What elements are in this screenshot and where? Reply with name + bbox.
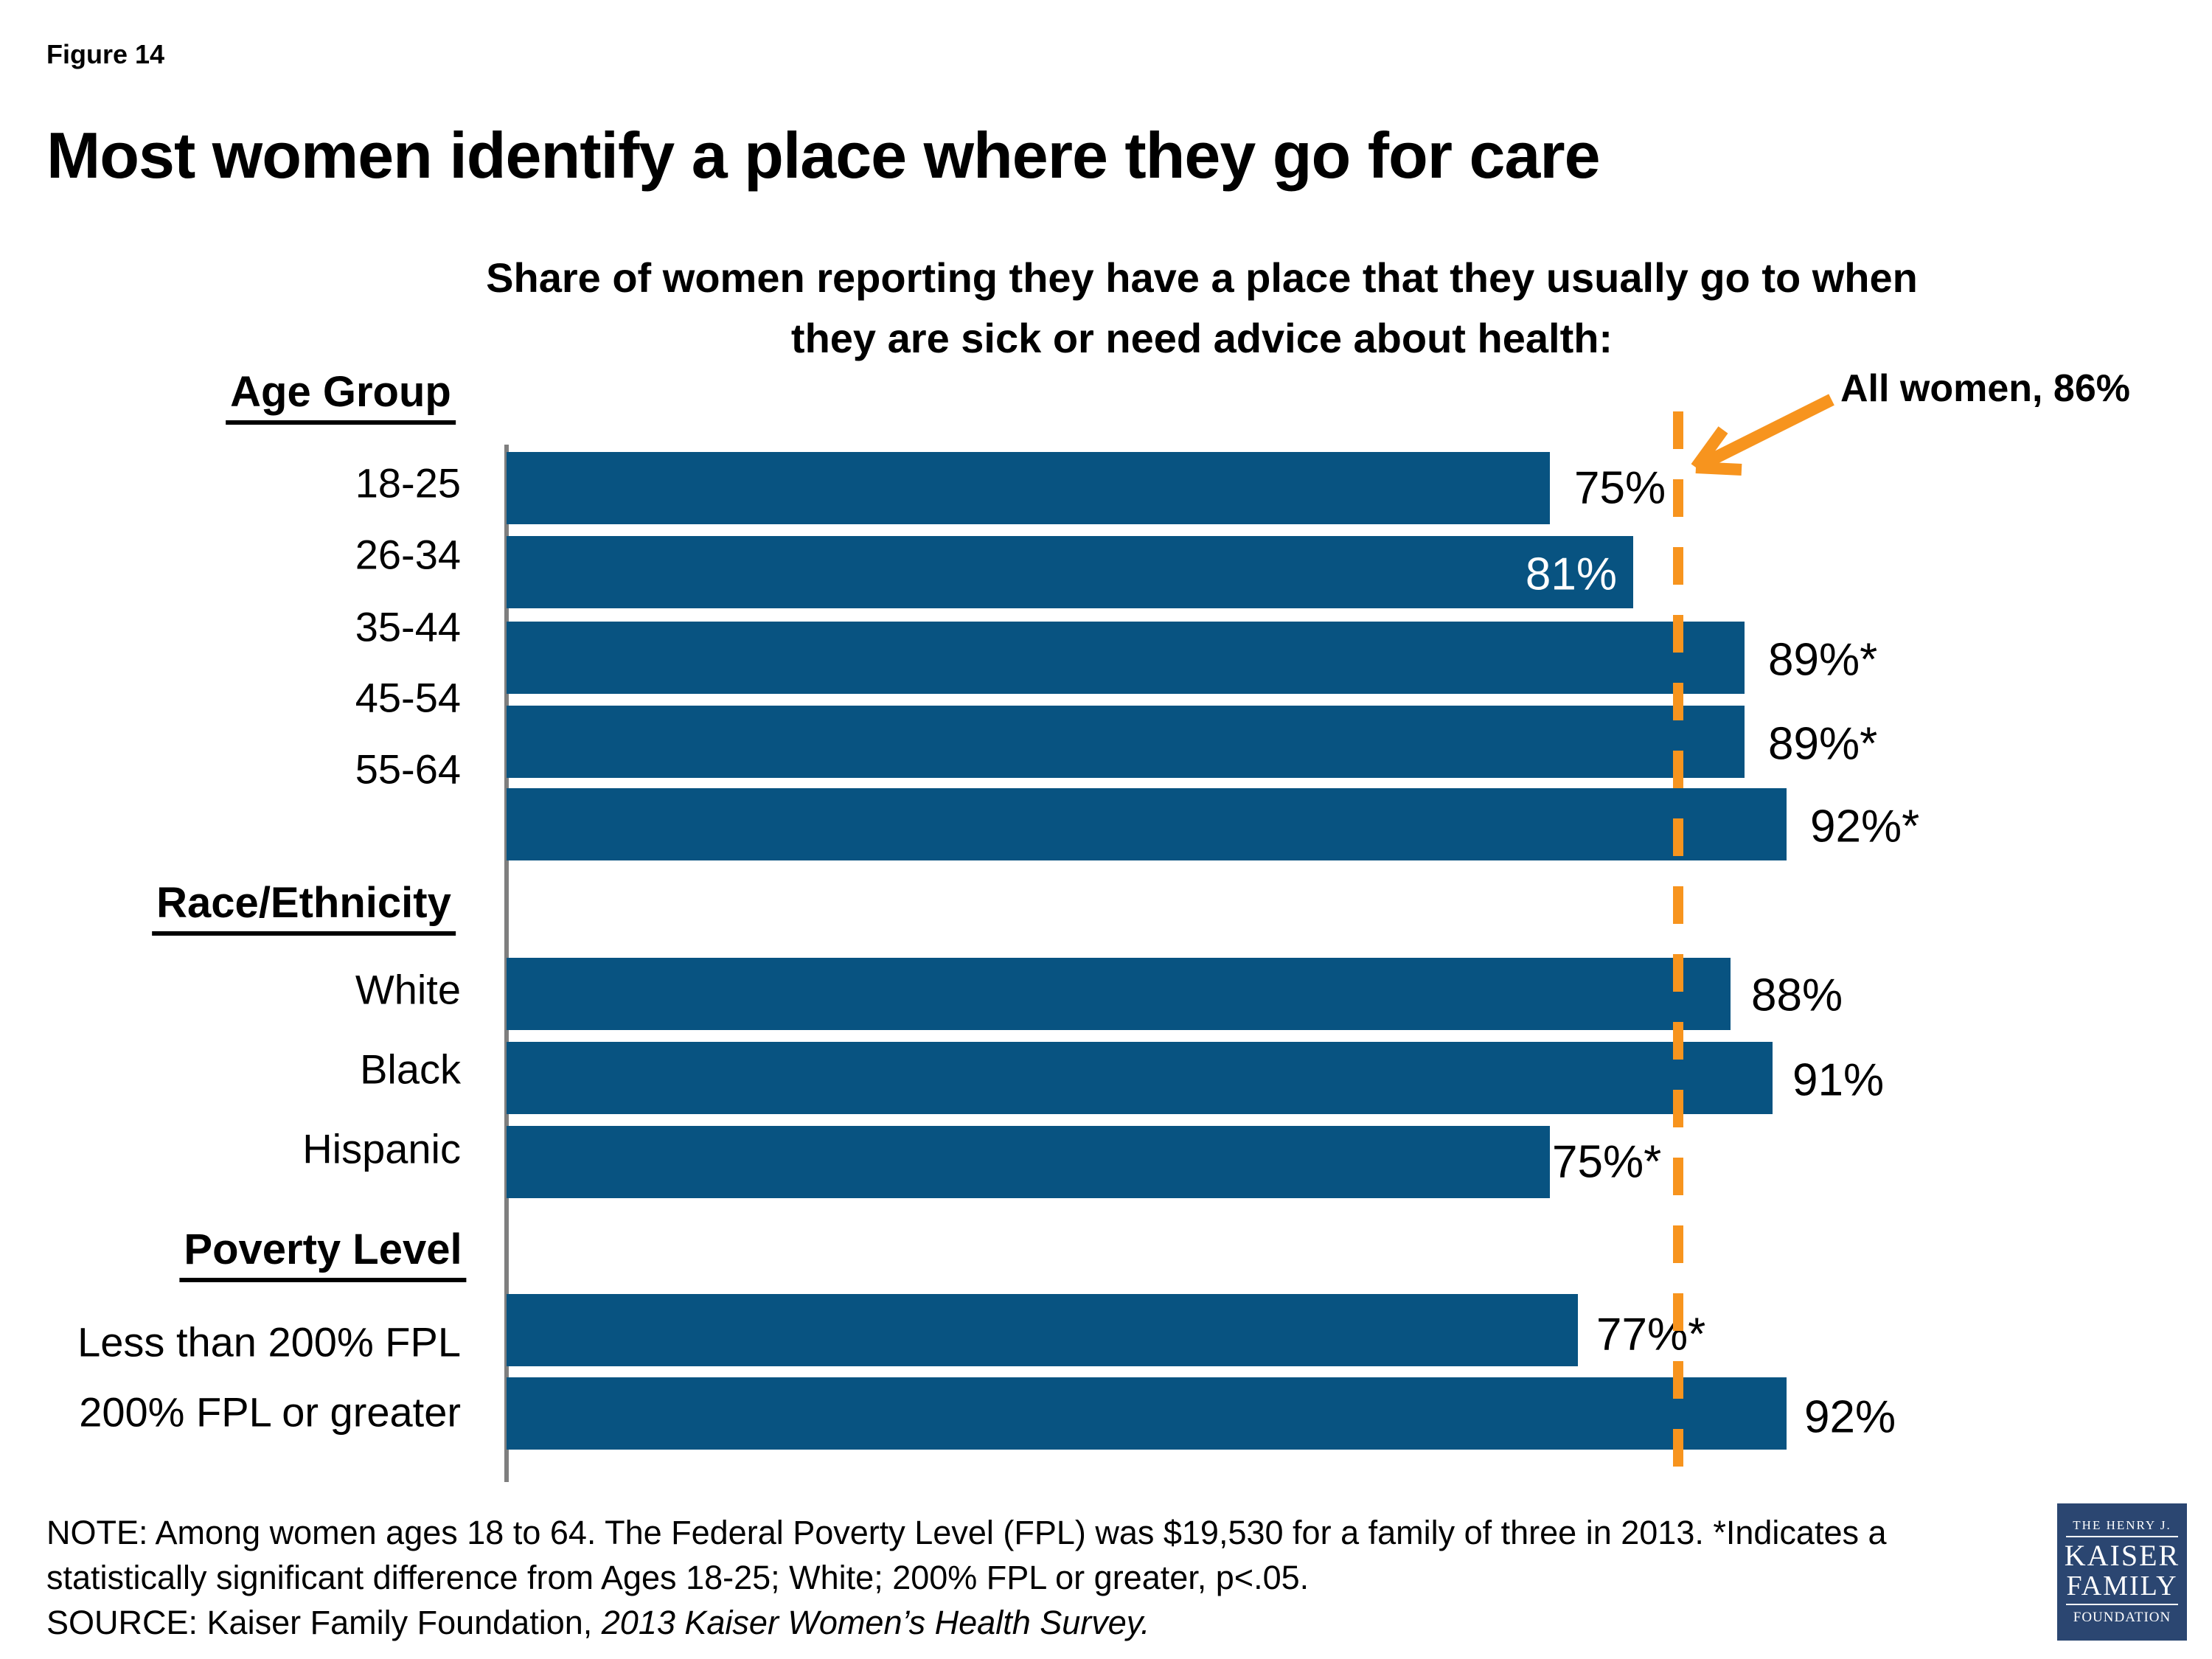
value-label-200-fpl-or-greater: 92% <box>1804 1391 1896 1443</box>
value-label-45-54: 89%* <box>1768 718 1878 770</box>
category-label-26-34: 26-34 <box>355 531 461 578</box>
bar-less-than-200-fpl <box>507 1294 1578 1366</box>
bar-white <box>507 958 1731 1030</box>
value-label-hispanic: 75%* <box>1552 1136 1662 1188</box>
bar-26-34 <box>507 536 1633 608</box>
logo-line-foundation: FOUNDATION <box>2073 1610 2171 1625</box>
value-label-black: 91% <box>1792 1054 1885 1106</box>
section-header-age-group: Age Group <box>226 367 456 425</box>
category-label-black: Black <box>360 1046 461 1093</box>
bar-hispanic <box>507 1126 1550 1198</box>
category-label-less-than-200-fpl: Less than 200% FPL <box>77 1318 461 1366</box>
value-label-26-34: 81% <box>1525 549 1617 600</box>
category-label-white: White <box>355 966 461 1013</box>
footnote-line-2: statistically significant difference fro… <box>46 1559 1310 1596</box>
bar-55-64 <box>507 788 1787 860</box>
chart-subtitle-line-2: they are sick or need advice about healt… <box>790 315 1613 361</box>
bar-18-25 <box>507 452 1550 524</box>
logo-line-kaiser: KAISER <box>2064 1539 2180 1572</box>
reference-line <box>1673 411 1683 1484</box>
bar-45-54 <box>507 706 1745 778</box>
source-title: 2013 Kaiser Women’s Health Survey. <box>601 1604 1150 1641</box>
logo-rule-top <box>2066 1536 2178 1537</box>
source-line: SOURCE: Kaiser Family Foundation, 2013 K… <box>46 1600 1887 1645</box>
category-label-hispanic: Hispanic <box>302 1125 461 1172</box>
value-label-55-64: 92%* <box>1810 801 1920 852</box>
category-label-55-64: 55-64 <box>355 745 461 793</box>
footnote: NOTE: Among women ages 18 to 64. The Fed… <box>46 1510 1887 1645</box>
value-label-less-than-200-fpl: 77%* <box>1596 1309 1706 1360</box>
kaiser-family-foundation-logo: THE HENRY J. KAISER FAMILY FOUNDATION <box>2057 1503 2187 1641</box>
bar-black <box>507 1042 1773 1114</box>
footnote-line-1: NOTE: Among women ages 18 to 64. The Fed… <box>46 1514 1887 1551</box>
category-label-35-44: 35-44 <box>355 603 461 650</box>
value-label-35-44: 89%* <box>1768 634 1878 686</box>
logo-rule-bottom <box>2066 1604 2178 1605</box>
category-label-18-25: 18-25 <box>355 459 461 507</box>
section-header-poverty-level: Poverty Level <box>179 1225 467 1282</box>
bar-35-44 <box>507 622 1745 694</box>
source-prefix: SOURCE: Kaiser Family Foundation, <box>46 1604 602 1641</box>
category-label-45-54: 45-54 <box>355 674 461 721</box>
category-label-200-fpl-or-greater: 200% FPL or greater <box>79 1388 461 1436</box>
chart-subtitle: Share of women reporting they have a pla… <box>243 248 2160 369</box>
chart-subtitle-line-1: Share of women reporting they have a pla… <box>486 254 1918 301</box>
figure-number: Figure 14 <box>46 39 165 69</box>
page-title: Most women identify a place where they g… <box>46 119 1601 192</box>
logo-line-henry-j: THE HENRY J. <box>2073 1518 2171 1532</box>
value-label-white: 88% <box>1751 970 1843 1021</box>
bar-200-fpl-or-greater <box>507 1377 1787 1450</box>
reference-line-label: All women, 86% <box>1840 367 2130 410</box>
section-header-race-ethnicity: Race/Ethnicity <box>152 878 456 936</box>
logo-line-family: FAMILY <box>2066 1571 2178 1601</box>
value-label-18-25: 75% <box>1574 462 1666 514</box>
